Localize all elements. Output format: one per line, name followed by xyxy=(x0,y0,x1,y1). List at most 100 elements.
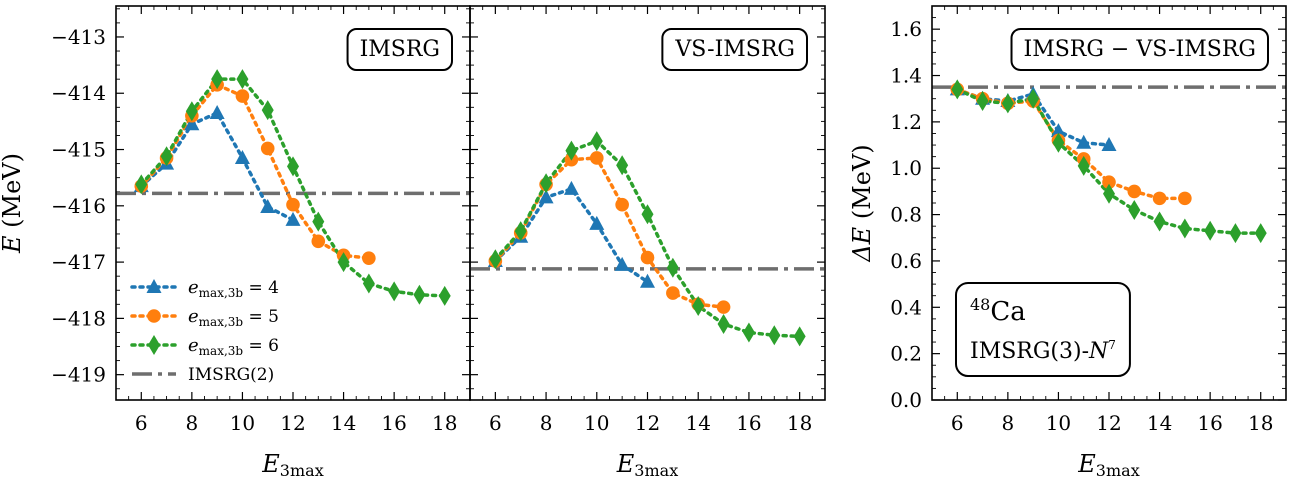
data-point-emax6 xyxy=(438,285,451,306)
data-point-emax4 xyxy=(1076,134,1092,149)
data-point-emax6 xyxy=(742,322,755,343)
x-tick-label: 6 xyxy=(135,411,148,435)
y-tick-label: 0.8 xyxy=(890,203,922,227)
data-point-emax6 xyxy=(362,273,375,294)
y-axis-label: E (MeV) xyxy=(0,153,26,254)
data-point-emax6 xyxy=(413,284,426,305)
legend-label: emax,3b = 5 xyxy=(188,306,279,329)
panel-label-frame xyxy=(1010,28,1269,71)
panel-label-box: IMSRG xyxy=(346,28,453,71)
data-point-emax5 xyxy=(286,197,300,212)
data-point-emax6 xyxy=(337,252,350,273)
y-tick-label: −419 xyxy=(51,363,106,387)
data-point-emax5 xyxy=(615,197,629,212)
data-point-emax6 xyxy=(717,314,730,335)
data-point-emax4 xyxy=(538,189,554,204)
y-tick-label: −417 xyxy=(51,250,106,274)
series-line-emax6 xyxy=(955,87,1263,235)
data-point-emax6 xyxy=(236,69,249,90)
nucleus-label: 48Ca xyxy=(970,295,1026,327)
data-point-emax6 xyxy=(514,221,527,242)
panel-label: IMSRG − VS-IMSRG xyxy=(1024,37,1256,62)
data-point-emax5 xyxy=(589,151,604,165)
x-tick-label: 18 xyxy=(432,411,457,435)
series-line-emax5 xyxy=(493,156,726,309)
data-point-emax5 xyxy=(311,234,326,249)
y-tick-label: 1.2 xyxy=(890,110,922,134)
data-point-emax6 xyxy=(160,146,173,167)
data-point-emax5 xyxy=(260,141,275,156)
legend-entry-emax4: emax,3b = 4 xyxy=(130,277,279,300)
data-point-emax4 xyxy=(640,273,655,288)
x-tick-label: 12 xyxy=(635,411,660,435)
data-point-emax6 xyxy=(1153,211,1166,232)
plot-area xyxy=(932,79,1286,244)
y-tick-label: 0.4 xyxy=(890,295,922,319)
legend-entry-emax5: emax,3b = 5 xyxy=(130,306,279,329)
y-tick-label: 1.0 xyxy=(890,156,922,180)
x-tick-label: 14 xyxy=(1147,411,1172,435)
x-axis-label: E3max xyxy=(616,450,678,480)
plot-area xyxy=(116,69,470,306)
x-tick-label: 18 xyxy=(1248,411,1273,435)
data-point-emax5 xyxy=(235,89,250,103)
data-point-emax6 xyxy=(1204,220,1217,241)
data-point-emax4 xyxy=(1050,123,1066,138)
data-point-emax6 xyxy=(666,257,679,278)
data-point-emax4 xyxy=(209,104,225,119)
data-point-emax6 xyxy=(287,156,299,177)
data-point-emax5 xyxy=(716,300,731,314)
data-point-emax6 xyxy=(1027,88,1040,109)
method-label: IMSRG(3)-N7 xyxy=(970,338,1116,364)
data-point-emax6 xyxy=(185,101,198,122)
data-point-emax5 xyxy=(640,250,655,265)
series-line-emax5 xyxy=(955,87,1187,201)
data-point-emax4 xyxy=(234,149,250,164)
panel-label-box: VS-IMSRG xyxy=(661,28,808,71)
axes-frame xyxy=(469,5,826,401)
data-point-emax6 xyxy=(768,325,781,346)
data-point-emax6 xyxy=(489,249,502,270)
data-point-emax6 xyxy=(1229,223,1242,244)
data-point-emax4 xyxy=(589,215,605,230)
panel-label-frame xyxy=(346,28,453,71)
y-tick-label: −414 xyxy=(51,81,106,105)
x-axis-label: E3max xyxy=(1077,450,1139,480)
data-point-emax4 xyxy=(614,256,630,271)
panel-difference: 6 8 10 12 14 16 18 0.0 0.2 0.4 0.6 0.8 1.0 1.2 1.4 1.6 E… xyxy=(848,5,1287,480)
data-point-emax6 xyxy=(565,140,578,161)
data-point-emax6 xyxy=(1103,183,1115,204)
y-tick-label: −416 xyxy=(51,194,106,218)
x-tick-label: 12 xyxy=(280,411,305,435)
data-point-emax4 xyxy=(563,180,579,195)
legend-entry-imsrg2: IMSRG(2) xyxy=(132,365,274,385)
data-point-emax5 xyxy=(362,251,376,265)
x-tick-label: 10 xyxy=(584,411,609,435)
data-point-emax6 xyxy=(211,69,224,90)
data-point-emax6 xyxy=(388,281,401,302)
data-point-emax6 xyxy=(135,174,148,195)
data-point-emax6 xyxy=(1178,218,1191,239)
data-point-emax6 xyxy=(1128,199,1141,220)
data-point-emax4 xyxy=(285,211,301,226)
x-tick-label: 16 xyxy=(736,411,761,435)
panel-vs-imsrg: 6 8 10 12 14 16 18 E3max VS-IMSRG xyxy=(469,5,826,480)
panel-label: IMSRG xyxy=(360,37,440,62)
x-tick-label: 16 xyxy=(1197,411,1222,435)
plot-area xyxy=(470,131,825,347)
data-point-emax5 xyxy=(1102,175,1116,189)
data-point-emax6 xyxy=(1254,223,1267,244)
legend-marker xyxy=(148,335,160,355)
data-point-emax5 xyxy=(1178,191,1192,206)
data-point-emax5 xyxy=(1127,184,1142,199)
data-point-emax6 xyxy=(692,296,705,317)
data-point-emax4 xyxy=(1101,137,1117,152)
y-tick-label: 0.0 xyxy=(890,388,922,412)
panel-imsrg: 6 8 10 12 14 16 18 −419 −418 −417 −416 −415 −414 −413… xyxy=(0,5,471,480)
data-point-emax6 xyxy=(616,155,629,176)
y-axis-label: ΔE (MeV) xyxy=(848,144,876,262)
x-tick-label: 10 xyxy=(1046,411,1071,435)
data-point-emax6 xyxy=(312,211,325,232)
x-tick-label: 8 xyxy=(185,411,198,435)
y-tick-label: −418 xyxy=(51,306,106,330)
